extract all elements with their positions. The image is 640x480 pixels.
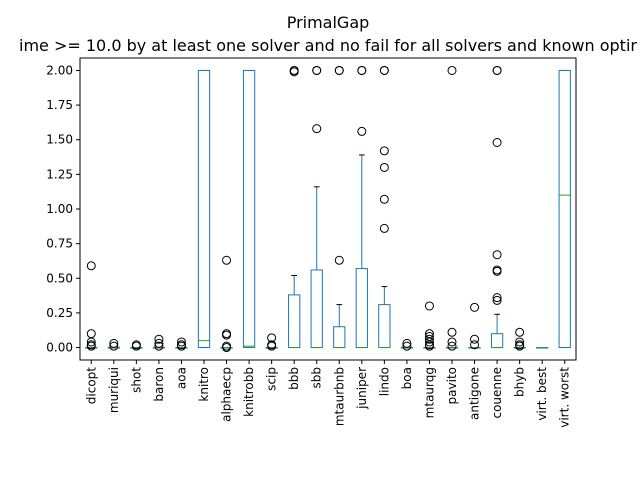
flier-dicopt	[86, 341, 96, 351]
y-tick-label: 1.75	[46, 98, 73, 112]
x-tick-label-juniper: juniper	[355, 367, 369, 410]
box-juniper	[355, 268, 368, 349]
flier-antigone	[470, 340, 480, 350]
flier-couenne	[492, 293, 502, 303]
flier-dicopt	[86, 329, 96, 339]
x-tick-label-bhyb: bhyb	[513, 367, 527, 397]
x-tick-label-mtaurqg: mtaurqg	[422, 367, 436, 418]
x-tick-label-knitro: knitro	[197, 367, 211, 402]
flier-sbb	[312, 124, 322, 134]
flier-couenne	[492, 295, 502, 305]
flier-mtaurbnb	[334, 255, 344, 265]
y-tick-label: 1.00	[46, 202, 73, 216]
x-tick-label-bbb: bbb	[287, 367, 301, 390]
x-tick-label-lindo: lindo	[377, 367, 391, 396]
x-tick-label-aoa: aoa	[174, 367, 188, 389]
box-knitrobb	[242, 69, 256, 349]
flier-juniper	[357, 126, 367, 136]
x-tick-label-pavito: pavito	[445, 367, 459, 404]
flier-mtaurqg	[424, 334, 434, 344]
flier-pavito	[447, 337, 457, 347]
y-tick-label: 1.25	[46, 167, 73, 181]
flier-couenne	[492, 250, 502, 260]
x-tick-label-boa: boa	[400, 367, 414, 389]
flier-bbb	[289, 67, 299, 77]
flier-lindo	[379, 65, 389, 75]
x-tick-label-scip: scip	[265, 367, 279, 391]
x-tick-label-virt-best: virt. best	[535, 367, 549, 421]
flier-mtaurqg	[424, 341, 434, 351]
x-tick-label-virt-worst: virt. worst	[558, 367, 572, 428]
flier-bhyb	[515, 337, 525, 347]
flier-lindo	[379, 223, 389, 233]
flier-lindo	[379, 194, 389, 204]
x-tick-label-sbb: sbb	[310, 367, 324, 389]
flier-muriqui	[109, 338, 119, 348]
flier-juniper	[357, 65, 367, 75]
flier-scip	[267, 341, 277, 351]
flier-alphaecp	[222, 330, 232, 340]
flier-alphaecp	[222, 343, 232, 353]
flier-baron	[154, 341, 164, 351]
box-lindo	[378, 304, 391, 349]
flier-baron	[154, 338, 164, 348]
flier-baron	[154, 334, 164, 344]
flier-aoa	[176, 341, 186, 351]
flier-alphaecp	[222, 255, 232, 265]
plot-frame	[79, 57, 577, 361]
flier-couenne	[492, 65, 502, 75]
flier-dicopt	[86, 337, 96, 347]
flier-couenne	[492, 138, 502, 148]
flier-boa	[402, 338, 412, 348]
y-tick-label: 0.50	[46, 271, 73, 285]
x-tick-label-muriqui: muriqui	[107, 367, 121, 413]
y-tick-label: 0.00	[46, 341, 73, 355]
flier-boa	[402, 341, 412, 351]
box-sbb	[310, 269, 323, 349]
flier-muriqui	[109, 341, 119, 351]
flier-lindo	[379, 162, 389, 172]
x-tick-label-couenne: couenne	[490, 367, 504, 419]
flier-dicopt	[86, 261, 96, 271]
flier-antigone	[470, 334, 480, 344]
box-mtaurbnb	[333, 326, 346, 349]
flier-pavito	[447, 65, 457, 75]
x-tick-label-dicopt: dicopt	[84, 367, 98, 405]
flier-bhyb	[515, 327, 525, 337]
flier-antigone	[470, 302, 480, 312]
box-bbb	[288, 294, 301, 349]
plot-area: 0.00 0.25 0.50 0.75 1.00 1.25 1.50 1.75 2.00 dico…	[46, 63, 571, 427]
flier-shot	[131, 341, 141, 351]
flier-lindo	[379, 146, 389, 156]
y-tick-label: 0.75	[46, 237, 73, 251]
flier-aoa	[176, 337, 186, 347]
flier-mtaurbnb	[334, 65, 344, 75]
flier-mtaurqg	[424, 337, 434, 347]
flier-pavito	[447, 341, 457, 351]
x-tick-label-alphaecp: alphaecp	[220, 367, 234, 422]
x-tick-label-baron: baron	[152, 367, 166, 402]
x-tick-label-antigone: antigone	[468, 367, 482, 420]
y-tick-label: 2.00	[46, 63, 73, 77]
y-tick-label: 0.25	[46, 306, 73, 320]
flier-mtaurqg	[424, 301, 434, 311]
flier-pavito	[447, 327, 457, 337]
x-tick-label-shot: shot	[129, 367, 143, 393]
box-couenne	[490, 333, 504, 349]
box-virt-worst	[558, 69, 571, 349]
flier-bhyb	[515, 341, 525, 351]
y-tick-label: 1.50	[46, 133, 73, 147]
x-tick-label-knitrobb: knitrobb	[242, 367, 256, 417]
chart-title: PrimalGap	[287, 13, 370, 32]
box-knitro	[197, 69, 211, 349]
x-tick-label-mtaurbnb: mtaurbnb	[332, 367, 346, 426]
flier-couenne	[492, 266, 502, 276]
chart-subtitle: ime >= 10.0 by at least one solver and n…	[19, 36, 637, 55]
flier-sbb	[312, 65, 322, 75]
